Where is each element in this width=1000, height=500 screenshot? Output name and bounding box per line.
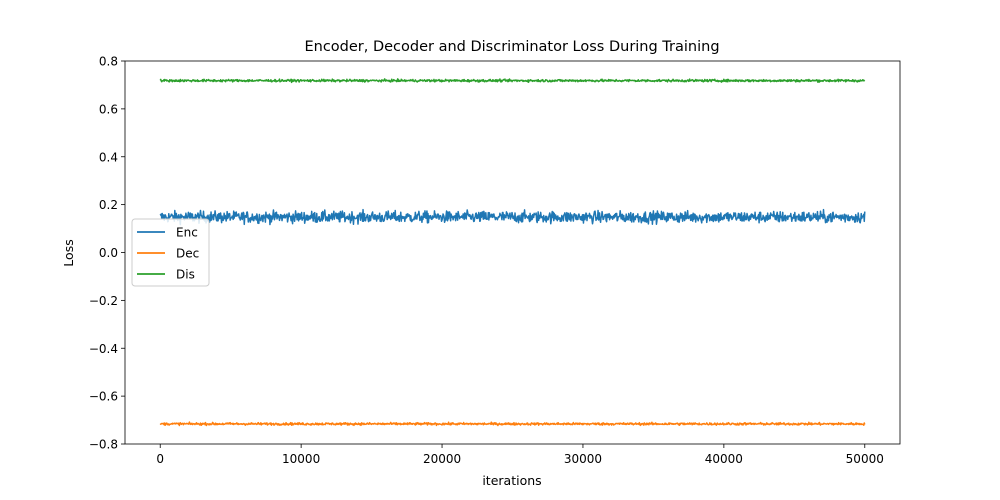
legend-label-dec: Dec	[176, 247, 199, 261]
y-axis: −0.8 −0.6 −0.4 −0.2 0.0 0.2 0.4 0.6 0.8	[89, 55, 125, 452]
x-tick-label: 0	[156, 452, 164, 466]
x-axis: 0 10000 20000 30000 40000 50000	[156, 444, 884, 466]
y-tick-label: 0.4	[99, 150, 118, 164]
y-tick-label: −0.8	[89, 438, 118, 452]
series-line-dec	[159, 421, 866, 427]
x-tick-label: 30000	[564, 452, 602, 466]
x-tick-label: 40000	[705, 452, 743, 466]
y-tick-label: 0.6	[99, 102, 118, 116]
series-line-dis	[159, 78, 866, 84]
x-tick-label: 10000	[282, 452, 320, 466]
x-axis-label: iterations	[482, 473, 541, 488]
x-tick-label: 50000	[846, 452, 884, 466]
y-tick-label: 0.8	[99, 55, 118, 69]
legend-box	[131, 218, 210, 287]
legend-label-dis: Dis	[176, 268, 195, 282]
plot-frame	[124, 60, 901, 445]
y-tick-label: −0.4	[89, 342, 118, 356]
y-axis-label: Loss	[61, 239, 76, 266]
y-tick-label: −0.6	[89, 390, 118, 404]
x-tick-label: 20000	[423, 452, 461, 466]
y-tick-label: 0.0	[99, 246, 118, 260]
series-line-enc	[159, 208, 866, 226]
y-tick-label: −0.2	[89, 294, 118, 308]
chart-title: Encoder, Decoder and Discriminator Loss …	[304, 39, 719, 55]
plot-area	[124, 60, 901, 445]
legend: Enc Dec Dis	[131, 218, 210, 287]
legend-label-enc: Enc	[176, 226, 198, 240]
y-tick-label: 0.2	[99, 198, 118, 212]
